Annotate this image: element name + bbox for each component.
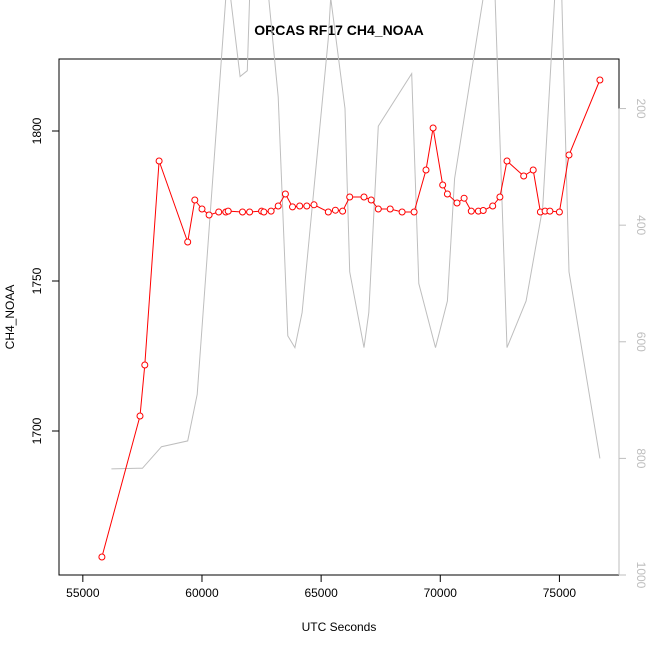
x-tick-label: 70000 (424, 586, 458, 600)
ch4-data-point (460, 194, 468, 202)
ch4-data-point (439, 181, 447, 189)
ch4-data-point (260, 208, 268, 216)
ch4-data-point (453, 199, 461, 207)
x-axis-label: UTC Seconds (302, 620, 377, 634)
ch4-data-point (224, 207, 232, 215)
ch4-data-point (520, 172, 528, 180)
ch4-data-point (198, 205, 206, 213)
ch4-data-point (184, 238, 192, 246)
ch4-data-point (443, 190, 451, 198)
x-tick-label: 65000 (304, 586, 338, 600)
ch4-data-point (155, 157, 163, 165)
ch4-data-point (331, 206, 339, 214)
ch4-data-point (191, 196, 199, 204)
y-axis-label: CH4_NOAA (3, 285, 17, 350)
ch4-data-point (274, 202, 282, 210)
right-tick-label: 400 (634, 215, 648, 235)
ch4-data-point (546, 207, 554, 215)
ch4-data-point (467, 207, 475, 215)
ch4-data-point (205, 211, 213, 219)
ch4-data-point (339, 207, 347, 215)
ch4-data-point (239, 208, 246, 216)
ch4-data-point (479, 207, 487, 214)
x-axis: 55000 60000 65000 70000 75000 (66, 574, 577, 600)
ch4-data-point (398, 208, 406, 216)
ch4-data-point (303, 202, 311, 210)
ch4-data-point (289, 203, 296, 211)
ch4-data-point (324, 208, 332, 216)
ch4-data-point (98, 553, 106, 561)
right-axis-series-line (111, 0, 601, 470)
ch4-data-point (296, 202, 304, 210)
y-tick-label: 1800 (30, 117, 44, 144)
ch4-data-point (429, 124, 437, 132)
right-tick-label: 800 (634, 448, 648, 468)
ch4-data-point (215, 208, 223, 216)
x-tick-label: 60000 (185, 586, 219, 600)
ch4-data-point (367, 196, 375, 204)
ch4-data-point (422, 166, 430, 174)
ch4-data-point (555, 208, 563, 216)
ch4-data-point (565, 151, 573, 159)
right-tick-label: 1000 (634, 562, 648, 589)
ch4-data-point (496, 193, 504, 201)
series-layer (98, 0, 604, 561)
ch4-data-point (360, 193, 368, 201)
ch4-data-point (141, 361, 149, 369)
ch4-data-point (374, 205, 382, 213)
ch4-data-point (246, 208, 254, 216)
ch4-data-point (281, 190, 289, 198)
right-axis: 200 400 600 800 1000 (618, 99, 648, 589)
right-tick-label: 200 (634, 99, 648, 119)
y-tick-label: 1750 (30, 267, 44, 294)
ch4-data-point (310, 201, 318, 209)
x-tick-label: 55000 (66, 586, 100, 600)
ch4-data-point (386, 205, 394, 213)
y-axis: 1700 1750 1800 (30, 117, 60, 444)
y-tick-label: 1700 (30, 417, 44, 444)
right-tick-label: 600 (634, 332, 648, 352)
ch4-data-point (267, 207, 275, 215)
ch4-data-point (529, 166, 537, 174)
ch4-data-point (346, 193, 354, 201)
ch4-data-point (410, 208, 418, 216)
ch4-data-point (489, 202, 497, 210)
ch4-series-line (101, 79, 601, 558)
chart-title: ORCAS RF17 CH4_NOAA (254, 22, 424, 38)
ch4-data-point (503, 157, 511, 165)
plot-frame (58, 58, 620, 576)
ch4-data-point (136, 412, 144, 420)
ch4-data-point (596, 76, 604, 84)
x-tick-label: 75000 (543, 586, 577, 600)
